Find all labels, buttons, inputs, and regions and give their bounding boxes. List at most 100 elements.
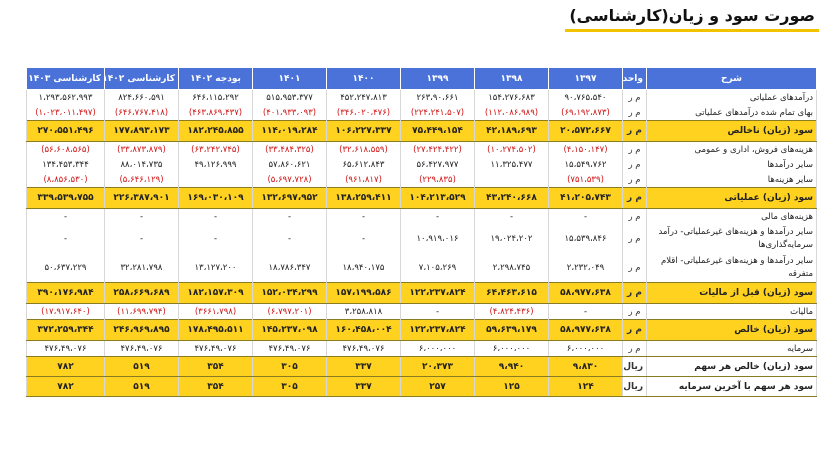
row-label: سود (زیان) خالص هر سهم	[646, 356, 817, 377]
value-cell: (۴۶۳،۸۶۹،۴۳۷)	[178, 105, 253, 121]
row-label: سایر درآمدها	[646, 157, 817, 172]
table-row: سود (زیان) خالص هر سهم ریال ۹،۸۳۰ ۹،۹۴۰ ۲۰،۳…	[26, 356, 817, 377]
value-cell: (۱۱۲،۰۸۶،۹۸۹)	[474, 105, 549, 121]
value-cell: ۳۷۲،۲۵۹،۳۴۴	[26, 319, 105, 341]
value-cell: ۷۵،۴۴۹،۱۵۴	[400, 120, 475, 142]
value-cell: ۱،۲۹۳،۵۶۲،۹۹۳	[26, 89, 105, 105]
table-row: هزینه‌های فروش، اداری و عمومی م ر (۴،۱۵۰،۱…	[26, 141, 817, 157]
header-row: شرح واحد ۱۳۹۷ ۱۳۹۸ ۱۳۹۹ ۱۴۰۰ ۱۴۰۱ بودجه ۱۴۰۲ کار…	[26, 67, 817, 90]
row-unit: م ر	[622, 157, 647, 172]
value-cell: ۷،۱۰۵،۲۶۹	[400, 253, 475, 283]
value-cell: ۲۴۶،۹۶۹،۸۹۵	[104, 319, 179, 341]
value-cell: ۱۰۴،۲۱۳،۵۲۹	[400, 187, 475, 209]
value-cell: (۳۶۶۱،۷۹۸)	[178, 303, 253, 320]
table-row: درآمدهای عملیاتی م ر ۹۰،۷۶۵،۵۴۰ ۱۵۴،۲۷۶،۶۸۳…	[26, 89, 817, 105]
value-cell: ۱۹،۰۲۴،۲۰۲	[474, 224, 549, 253]
page-title-wrap: صورت سود و زیان(کارشناسی)	[565, 4, 819, 32]
value-cell: (۶۹،۱۹۲،۸۷۳)	[548, 105, 623, 121]
row-label: سرمایه	[646, 340, 817, 357]
value-cell: ۵۷،۸۶۰،۶۲۱	[252, 157, 327, 172]
row-label: سایر هزینه‌ها	[646, 172, 817, 188]
row-unit: م ر	[622, 89, 647, 105]
value-cell: ۶۴۶،۱۱۵،۲۹۲	[178, 89, 253, 105]
value-cell: ۱۰۶،۲۲۷،۳۳۷	[326, 120, 401, 142]
value-cell: -	[26, 224, 105, 253]
value-cell: ۱۸۲،۲۴۵،۸۵۵	[178, 120, 253, 142]
column-header: کارشناسی ۱۴۰۲	[104, 67, 179, 90]
value-cell: ۳۲،۲۸۱،۷۹۸	[104, 253, 179, 283]
value-cell: -	[400, 303, 475, 320]
row-label: بهای تمام شده درآمدهای عملیاتی	[646, 105, 817, 121]
table-row: سایر درآمدها و هزینه‌های غیرعملیاتی- درآ…	[26, 224, 817, 253]
value-cell: (۱،۰۲۳،۰۱۱،۴۹۷)	[26, 105, 105, 121]
value-cell: (۴،۸۲۴،۴۳۶)	[474, 303, 549, 320]
column-header: ۱۴۰۱	[252, 67, 327, 90]
value-cell: ۵۸،۹۷۷،۶۳۸	[548, 319, 623, 341]
value-cell: (۶۳،۲۴۲،۷۴۵)	[178, 141, 253, 157]
table-row: سود هر سهم با آخرین سرمایه ریال ۱۲۴ ۱۲۵ ۲۵۷ ۳…	[26, 376, 817, 397]
value-cell: ۸۲۴،۶۶۰،۵۹۱	[104, 89, 179, 105]
table-row: سایر درآمدها و هزینه‌های غیرعملیاتی- اقل…	[26, 253, 817, 283]
value-cell: ۳۳۷	[326, 376, 401, 397]
value-cell: (۵،۶۹۷،۷۲۸)	[252, 172, 327, 188]
value-cell: ۵۱۵،۹۵۳،۳۷۷	[252, 89, 327, 105]
value-cell: -	[252, 208, 327, 224]
value-cell: (۳۲،۶۱۸،۵۵۹)	[326, 141, 401, 157]
row-unit: م ر	[622, 340, 647, 357]
value-cell: ۱۷۸،۴۹۵،۵۱۱	[178, 319, 253, 341]
table-row: سایر درآمدها م ر ۱۵،۵۴۹،۷۶۲ ۱۱،۳۲۵،۴۷۷ ۵۶،۴۲…	[26, 157, 817, 172]
value-cell: (۶۴۶،۷۶۷،۴۱۸)	[104, 105, 179, 121]
value-cell: ۶۴،۴۶۳،۶۱۵	[474, 282, 549, 304]
row-unit: ریال	[622, 376, 647, 397]
row-label: هزینه‌های مالی	[646, 208, 817, 224]
value-cell: (۷۵۱،۵۳۹)	[548, 172, 623, 188]
value-cell: -	[178, 224, 253, 253]
column-header: واحد	[622, 67, 647, 90]
value-cell: -	[104, 208, 179, 224]
row-unit: م ر	[622, 224, 647, 253]
value-cell: ۹،۸۳۰	[548, 356, 623, 377]
value-cell: ۱۴۵،۲۳۷،۰۹۸	[252, 319, 327, 341]
column-header: شرح	[646, 67, 817, 90]
row-label: سود (زیان) قبل از مالیات	[646, 282, 817, 304]
value-cell: (۸،۸۵۶،۵۳۰)	[26, 172, 105, 188]
column-header: ۱۳۹۸	[474, 67, 549, 90]
value-cell: (۱۷،۹۱۷،۶۴۰)	[26, 303, 105, 320]
column-header: ۱۳۹۹	[400, 67, 475, 90]
row-label: سود (زیان) ناخالص	[646, 120, 817, 142]
value-cell: (۲۷،۴۲۴،۴۲۲)	[400, 141, 475, 157]
row-unit: م ر	[622, 253, 647, 283]
value-cell: ۵۶،۴۲۷،۹۷۷	[400, 157, 475, 172]
value-cell: (۳۳،۴۸۴،۳۲۵)	[252, 141, 327, 157]
value-cell: ۳۹۰،۱۷۶،۹۸۴	[26, 282, 105, 304]
value-cell: -	[104, 224, 179, 253]
row-unit: م ر	[622, 319, 647, 341]
value-cell: ۳۵۴	[178, 376, 253, 397]
value-cell: ۱۵۴،۲۷۶،۶۸۳	[474, 89, 549, 105]
table-row: سود (زیان) خالص م ر ۵۸،۹۷۷،۶۳۸ ۵۹،۶۳۹،۱۷۹ ۱۲…	[26, 319, 817, 341]
value-cell: ۱۱۴،۰۱۹،۲۸۴	[252, 120, 327, 142]
value-cell: ۱۸۲،۱۵۷،۳۰۹	[178, 282, 253, 304]
value-cell: -	[252, 224, 327, 253]
value-cell: ۴۹،۱۲۶،۹۹۹	[178, 157, 253, 172]
value-cell: ۴۷۶،۴۹،۰۷۶	[104, 340, 179, 357]
value-cell: ۱۱،۳۲۵،۴۷۷	[474, 157, 549, 172]
value-cell: -	[400, 208, 475, 224]
value-cell: ۱۳۸،۲۵۹،۴۱۱	[326, 187, 401, 209]
value-cell: ۲۰،۵۷۲،۶۶۷	[548, 120, 623, 142]
income-statement-table: شرح واحد ۱۳۹۷ ۱۳۹۸ ۱۳۹۹ ۱۴۰۰ ۱۴۰۱ بودجه ۱۴۰۲ کار…	[26, 67, 817, 397]
page-title: صورت سود و زیان(کارشناسی)	[565, 4, 819, 32]
value-cell: ۱۶۹،۰۳۰،۱۰۹	[178, 187, 253, 209]
value-cell: ۵۱۹	[104, 356, 179, 377]
value-cell	[178, 172, 253, 188]
row-label: سایر درآمدها و هزینه‌های غیرعملیاتی- درآ…	[646, 224, 817, 253]
value-cell: ۱۲۲،۲۳۷،۸۲۴	[400, 282, 475, 304]
value-cell: ۴۷۶،۴۹،۰۷۶	[252, 340, 327, 357]
value-cell: ۱۰،۹۱۹،۰۱۶	[400, 224, 475, 253]
value-cell: (۳۳،۸۷۳،۸۷۹)	[104, 141, 179, 157]
row-unit: م ر	[622, 187, 647, 209]
value-cell: ۱۲۴	[548, 376, 623, 397]
value-cell: ۳،۲۵۸،۸۱۸	[326, 303, 401, 320]
value-cell: ۲۷۰،۵۵۱،۴۹۶	[26, 120, 105, 142]
value-cell: ۳۰۵	[252, 356, 327, 377]
